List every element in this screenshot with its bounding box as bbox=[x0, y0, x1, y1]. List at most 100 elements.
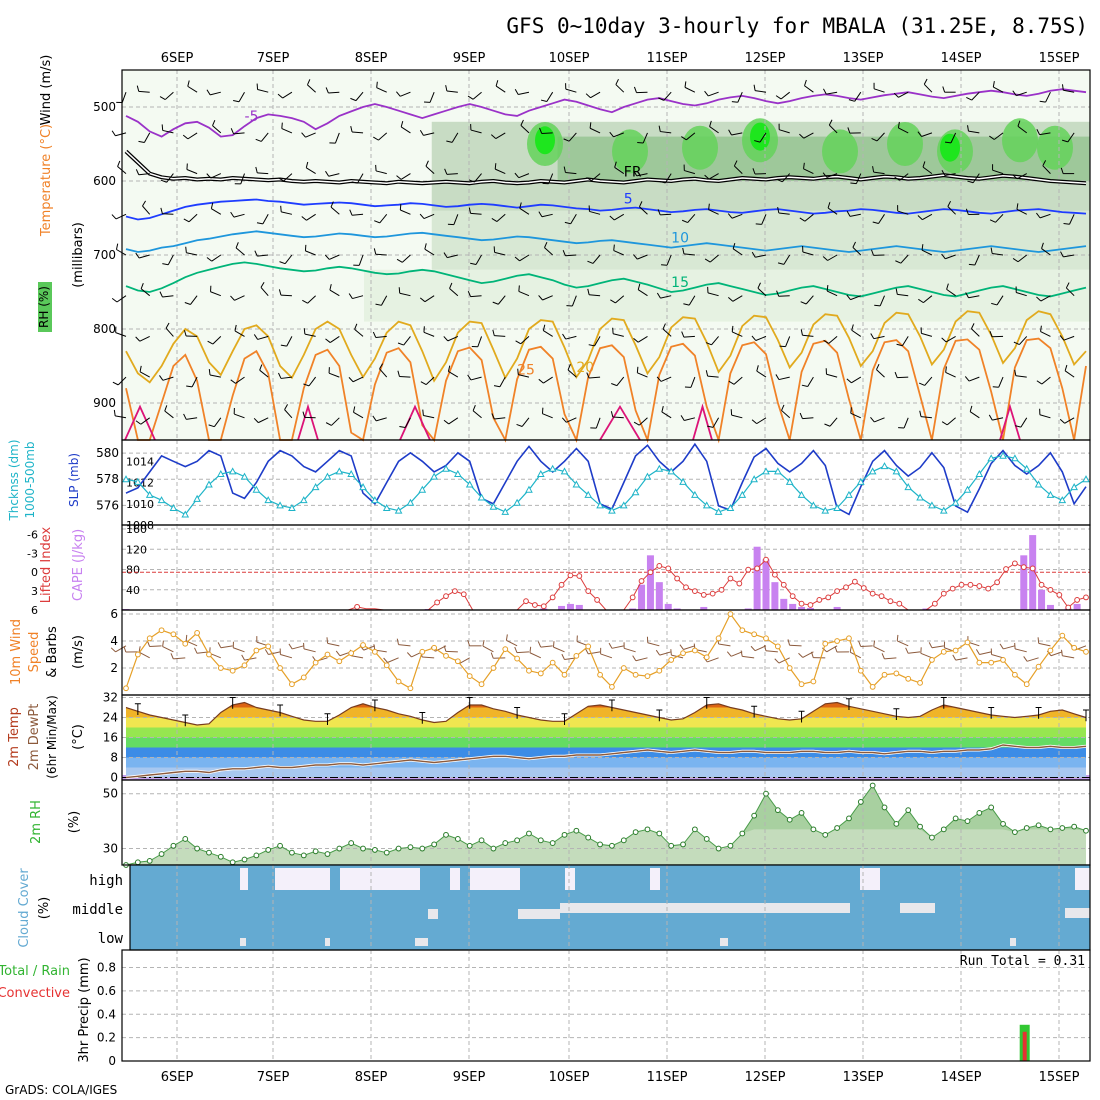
wind-barb bbox=[637, 142, 644, 144]
wind-barb bbox=[375, 170, 387, 175]
wind-barb bbox=[303, 328, 306, 335]
wind-barb bbox=[681, 219, 688, 224]
pressure-tick-label: 500 bbox=[93, 100, 116, 114]
thickness-point bbox=[122, 475, 130, 483]
wind-barb bbox=[989, 219, 996, 223]
wind-barb bbox=[755, 223, 762, 225]
wind-barb-10m bbox=[608, 642, 613, 649]
cloud-high-clear bbox=[1075, 868, 1090, 890]
wind-barb bbox=[212, 336, 222, 345]
wind-speed-point bbox=[419, 648, 426, 655]
rh-2m-point bbox=[846, 815, 852, 822]
cloud-mid-clear bbox=[900, 903, 935, 913]
wind-barb bbox=[211, 208, 222, 215]
wind-barb bbox=[1063, 335, 1075, 341]
thickness-point bbox=[702, 501, 711, 509]
wind-barb bbox=[423, 213, 435, 220]
wind-barb bbox=[965, 292, 969, 299]
wind-barb bbox=[633, 170, 638, 177]
wind-barb bbox=[162, 376, 174, 381]
wind-barb bbox=[804, 213, 814, 222]
wind-barb-10m bbox=[220, 645, 233, 649]
wind-barb bbox=[969, 411, 980, 419]
wind-barb bbox=[1041, 376, 1051, 385]
wind-barb bbox=[283, 173, 293, 182]
rh-2m-point bbox=[751, 812, 758, 819]
wind-barb-10m bbox=[778, 657, 790, 664]
rh-peak-blob bbox=[750, 122, 770, 151]
wind-barb bbox=[661, 411, 672, 419]
wind-barb bbox=[419, 297, 426, 303]
wind-barb bbox=[828, 119, 833, 126]
wind-barb bbox=[848, 99, 855, 102]
wind-barb bbox=[1040, 331, 1051, 337]
thickness-axis-label: Thcknss (dm) bbox=[7, 439, 21, 521]
wind-barb bbox=[230, 211, 235, 218]
wind-barb bbox=[802, 334, 814, 337]
wind-barb bbox=[616, 376, 625, 386]
wind-barb bbox=[637, 289, 648, 297]
thickness-point bbox=[1034, 480, 1043, 488]
wind-barb bbox=[707, 375, 719, 378]
wind-barb bbox=[396, 91, 401, 97]
thickness-point bbox=[513, 498, 521, 506]
wind-barb bbox=[682, 247, 685, 254]
wind-barb bbox=[752, 168, 756, 175]
day-label-top: 7SEP bbox=[257, 51, 290, 66]
wind-barb bbox=[781, 173, 791, 183]
wind-speed-point bbox=[170, 631, 177, 638]
wind-barb bbox=[1063, 223, 1070, 225]
wind-barb bbox=[188, 213, 198, 223]
wind-barb bbox=[353, 406, 356, 413]
wind-barb bbox=[325, 87, 329, 94]
thickness-point bbox=[821, 506, 830, 514]
rh-band-50 bbox=[431, 210, 1090, 270]
wind-barb bbox=[423, 331, 435, 337]
wind-barb-10m bbox=[280, 654, 293, 659]
wind-barb bbox=[111, 130, 116, 137]
wind-speed-point bbox=[1000, 657, 1006, 663]
wind-barb bbox=[1042, 160, 1047, 166]
thickness-point bbox=[216, 469, 225, 477]
wind-barb bbox=[967, 180, 974, 184]
wind-barb bbox=[140, 417, 150, 425]
wind-barb-10m bbox=[514, 646, 518, 653]
wind-barb bbox=[992, 386, 999, 388]
wind-barb bbox=[183, 218, 190, 223]
rh-high-blob bbox=[1037, 125, 1073, 170]
wind-barb bbox=[851, 329, 862, 337]
cape-bar bbox=[664, 603, 672, 610]
wind-barb bbox=[520, 125, 530, 134]
rh-2m-point bbox=[597, 841, 603, 848]
precip-tick-label: 0.8 bbox=[97, 961, 116, 975]
cape-bar bbox=[1029, 535, 1037, 610]
wind-barb bbox=[826, 91, 838, 95]
wind-barb bbox=[945, 254, 956, 260]
wind-barb-10m bbox=[730, 651, 743, 657]
wind-barb-10m bbox=[482, 645, 494, 653]
wind-barb bbox=[543, 376, 553, 384]
wind-speed-point bbox=[929, 657, 935, 663]
wind-barb bbox=[400, 126, 411, 134]
wind-speed-point bbox=[123, 685, 129, 692]
wind-barb-10m bbox=[873, 640, 876, 647]
wind-barb bbox=[400, 209, 411, 215]
wind-barb bbox=[140, 282, 144, 289]
wind-barb bbox=[704, 174, 710, 180]
rh-2m-point bbox=[1000, 820, 1006, 827]
wind-barb bbox=[854, 91, 862, 102]
wind-barb bbox=[1059, 418, 1065, 424]
wind-barb bbox=[995, 213, 1004, 223]
wind-barb bbox=[443, 336, 449, 342]
wind-barb bbox=[379, 213, 388, 224]
wind-barb bbox=[159, 96, 166, 100]
wind-barb bbox=[207, 340, 214, 345]
lifted-index-point bbox=[576, 573, 583, 579]
wind-barb bbox=[874, 417, 885, 423]
wind-speed-point bbox=[893, 670, 900, 677]
lifted-index-point bbox=[745, 566, 752, 573]
wind-barb bbox=[609, 131, 614, 138]
wind-barb bbox=[143, 132, 151, 143]
rh-2m-point bbox=[324, 851, 331, 857]
wind-barb bbox=[235, 376, 245, 384]
